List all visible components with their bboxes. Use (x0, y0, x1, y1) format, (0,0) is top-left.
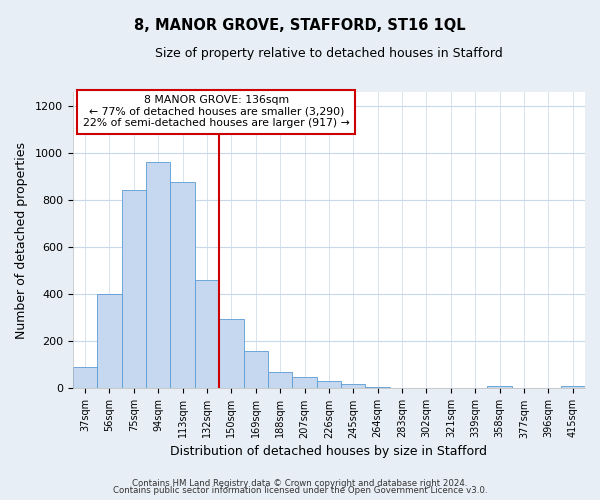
Bar (146, 162, 170, 388)
Bar (268, 372, 292, 388)
Text: 8, MANOR GROVE, STAFFORD, ST16 1QL: 8, MANOR GROVE, STAFFORD, ST16 1QL (134, 18, 466, 32)
Y-axis label: Number of detached properties: Number of detached properties (15, 142, 28, 339)
Bar (341, 384, 365, 388)
Bar (244, 351, 268, 389)
Bar (170, 182, 195, 388)
X-axis label: Distribution of detached houses by size in Stafford: Distribution of detached houses by size … (170, 444, 487, 458)
Bar (317, 380, 341, 388)
Title: Size of property relative to detached houses in Stafford: Size of property relative to detached ho… (155, 48, 503, 60)
Text: Contains public sector information licensed under the Open Government Licence v3: Contains public sector information licen… (113, 486, 487, 495)
Text: 8 MANOR GROVE: 136sqm
← 77% of detached houses are smaller (3,290)
22% of semi-d: 8 MANOR GROVE: 136sqm ← 77% of detached … (83, 95, 350, 128)
Bar (560, 386, 585, 388)
Text: Contains HM Land Registry data © Crown copyright and database right 2024.: Contains HM Land Registry data © Crown c… (132, 478, 468, 488)
Bar (219, 319, 244, 388)
Bar (97, 294, 122, 388)
Bar (365, 386, 390, 388)
Bar (195, 280, 219, 388)
Bar (73, 368, 97, 388)
Bar (487, 386, 512, 388)
Bar (122, 190, 146, 388)
Bar (292, 376, 317, 388)
